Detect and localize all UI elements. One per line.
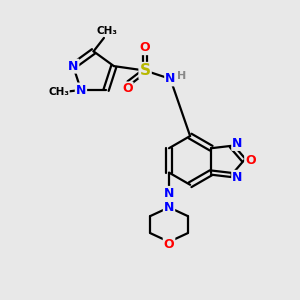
Text: O: O — [164, 238, 174, 251]
Text: H: H — [177, 71, 186, 81]
Text: S: S — [140, 63, 151, 78]
Text: N: N — [164, 187, 174, 200]
Text: N: N — [164, 201, 174, 214]
Text: O: O — [122, 82, 133, 95]
Text: N: N — [165, 72, 176, 86]
Text: O: O — [140, 41, 150, 54]
Text: N: N — [232, 137, 243, 150]
Text: CH₃: CH₃ — [48, 86, 69, 97]
Text: N: N — [76, 83, 86, 97]
Text: O: O — [245, 154, 256, 167]
Text: CH₃: CH₃ — [96, 26, 117, 35]
Text: N: N — [232, 171, 243, 184]
Text: N: N — [68, 60, 78, 73]
